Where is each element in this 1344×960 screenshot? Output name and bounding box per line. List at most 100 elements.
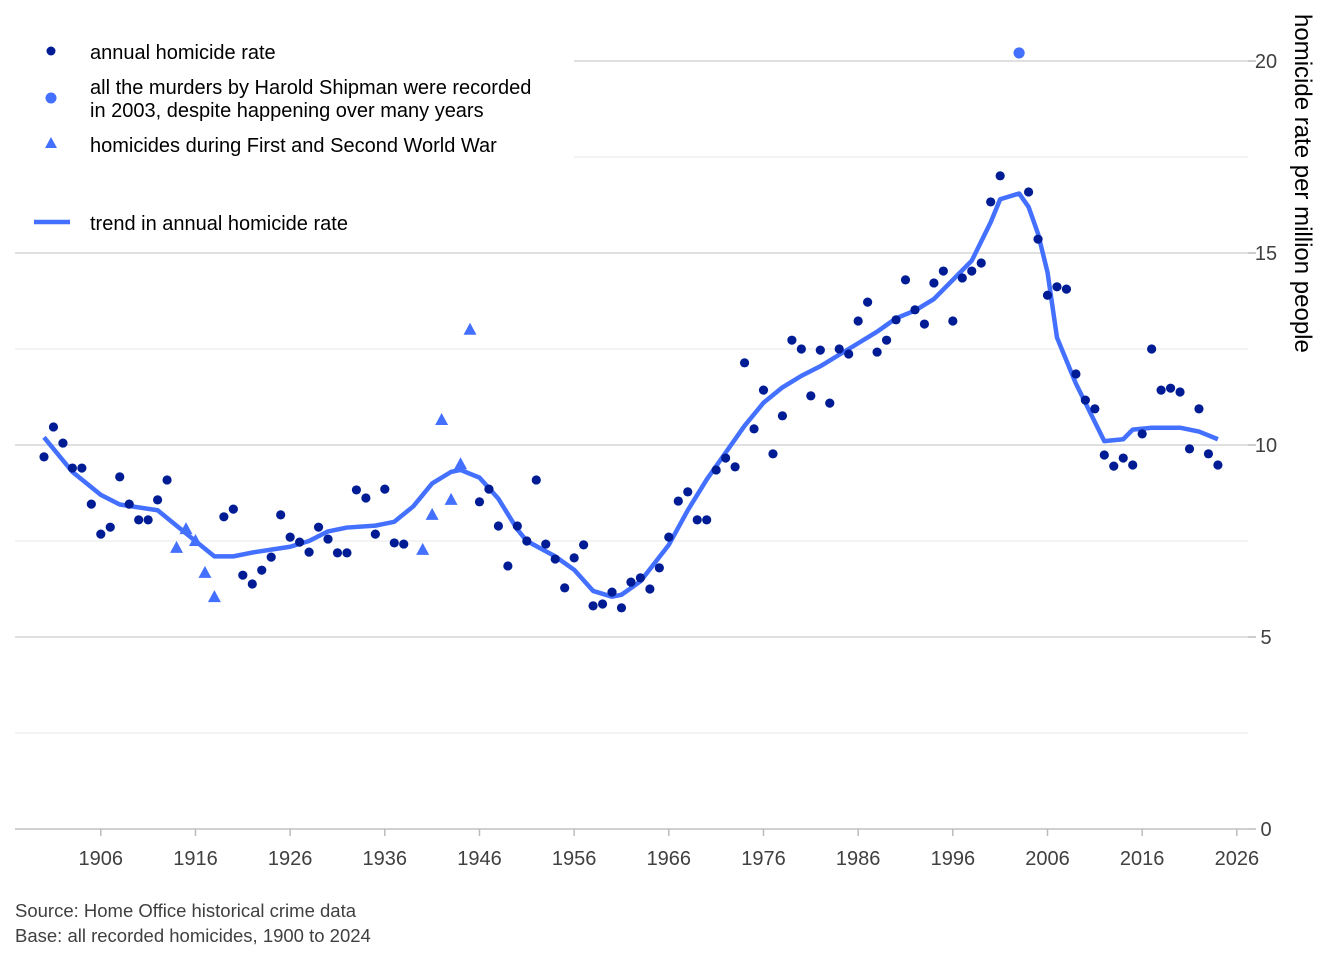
data-point-annual <box>1109 461 1119 471</box>
x-tick-label: 1996 <box>931 848 976 870</box>
data-point-annual <box>664 532 674 542</box>
data-point-annual <box>493 521 504 531</box>
data-point-annual <box>512 521 522 531</box>
data-point-annual <box>616 603 627 613</box>
legend-marker-war <box>45 137 57 148</box>
data-point-annual <box>153 495 163 505</box>
data-point-annual <box>295 537 305 547</box>
data-point-annual <box>1052 282 1062 292</box>
data-point-annual <box>758 385 769 395</box>
data-point-annual <box>560 583 570 593</box>
x-tick-label: 1916 <box>173 848 218 870</box>
data-point-annual <box>588 601 598 611</box>
data-point-annual <box>96 529 106 539</box>
data-point-annual <box>1080 395 1090 405</box>
data-point-annual <box>825 398 835 408</box>
data-point-annual <box>1156 385 1166 395</box>
data-point-annual <box>1147 344 1157 354</box>
data-point-annual <box>645 584 655 594</box>
data-point-annual <box>749 424 759 434</box>
legend-label-trend: trend in annual homicide rate <box>90 213 348 235</box>
data-point-annual <box>853 316 863 326</box>
data-point-annual <box>569 553 579 563</box>
data-point-annual <box>863 297 873 307</box>
data-point-war <box>188 534 202 546</box>
data-point-annual <box>692 515 702 525</box>
data-point-annual <box>787 335 797 345</box>
data-point-annual <box>900 275 911 285</box>
data-point-annual <box>635 573 646 583</box>
data-point-annual <box>522 536 532 546</box>
data-point-annual <box>579 540 589 550</box>
data-point-war <box>416 542 430 555</box>
data-point-annual <box>995 171 1005 181</box>
data-point-annual <box>1165 383 1176 393</box>
data-point-annual <box>1023 187 1034 197</box>
y-tick-label: 15 <box>1255 243 1277 265</box>
data-point-annual <box>257 565 267 575</box>
data-point-annual <box>967 266 977 276</box>
data-point-annual <box>276 510 286 520</box>
data-point-war <box>179 522 193 535</box>
data-point-annual <box>86 499 96 509</box>
data-point-annual <box>266 552 276 562</box>
data-point-annual <box>976 258 986 268</box>
y-tick-label: 20 <box>1255 51 1277 73</box>
data-point-war <box>435 413 449 426</box>
data-point-annual <box>1175 387 1185 397</box>
data-point-annual <box>721 453 731 463</box>
data-point-annual <box>380 484 390 494</box>
data-point-annual <box>304 547 314 557</box>
data-point-annual <box>768 449 778 459</box>
data-point-annual <box>806 391 816 401</box>
data-point-annual <box>541 539 551 549</box>
data-point-annual <box>484 484 494 494</box>
data-point-annual <box>796 344 806 354</box>
data-point-annual <box>1042 290 1053 300</box>
x-tick-label: 1986 <box>836 848 881 870</box>
data-point-annual <box>219 512 229 522</box>
data-point-annual <box>550 554 560 564</box>
data-point-annual <box>919 319 930 329</box>
legend-marker-annual <box>46 46 56 56</box>
data-point-annual <box>247 579 257 589</box>
data-point-annual <box>683 487 693 497</box>
x-tick-label: 2016 <box>1120 848 1165 870</box>
data-point-annual <box>323 534 333 544</box>
data-point-annual <box>134 515 144 525</box>
data-point-annual <box>1071 369 1081 379</box>
data-point-annual <box>597 599 608 609</box>
data-point-annual <box>313 522 324 532</box>
data-point-annual <box>910 305 920 315</box>
data-point-annual <box>399 539 409 549</box>
data-point-annual <box>124 499 134 509</box>
legend-marker-shipman <box>45 92 57 104</box>
data-point-annual <box>332 548 343 558</box>
data-point-war <box>425 507 439 520</box>
data-point-annual <box>115 472 125 482</box>
data-point-annual <box>1184 444 1195 454</box>
data-point-annual <box>531 475 541 485</box>
legend-label-war: homicides during First and Second World … <box>90 135 497 157</box>
data-point-annual <box>730 462 740 472</box>
legend-label-shipman-line1: all the murders by Harold Shipman were r… <box>90 77 532 99</box>
data-point-war <box>463 322 477 335</box>
data-point-annual <box>389 538 399 548</box>
data-point-annual <box>1118 453 1128 463</box>
data-point-war <box>454 457 468 470</box>
data-point-annual <box>711 465 721 475</box>
x-tick-label: 2026 <box>1215 848 1260 870</box>
data-point-shipman <box>1013 47 1025 59</box>
data-point-war <box>198 565 212 578</box>
legend-label-annual: annual homicide rate <box>90 42 276 64</box>
data-point-war <box>207 590 221 603</box>
x-tick-label: 1926 <box>268 848 313 870</box>
source-note: Source: Home Office historical crime dat… <box>15 898 371 948</box>
data-point-annual <box>891 315 901 325</box>
data-point-annual <box>39 452 49 462</box>
data-point-annual <box>938 266 948 276</box>
data-point-annual <box>1099 450 1109 460</box>
data-point-annual <box>474 497 485 507</box>
